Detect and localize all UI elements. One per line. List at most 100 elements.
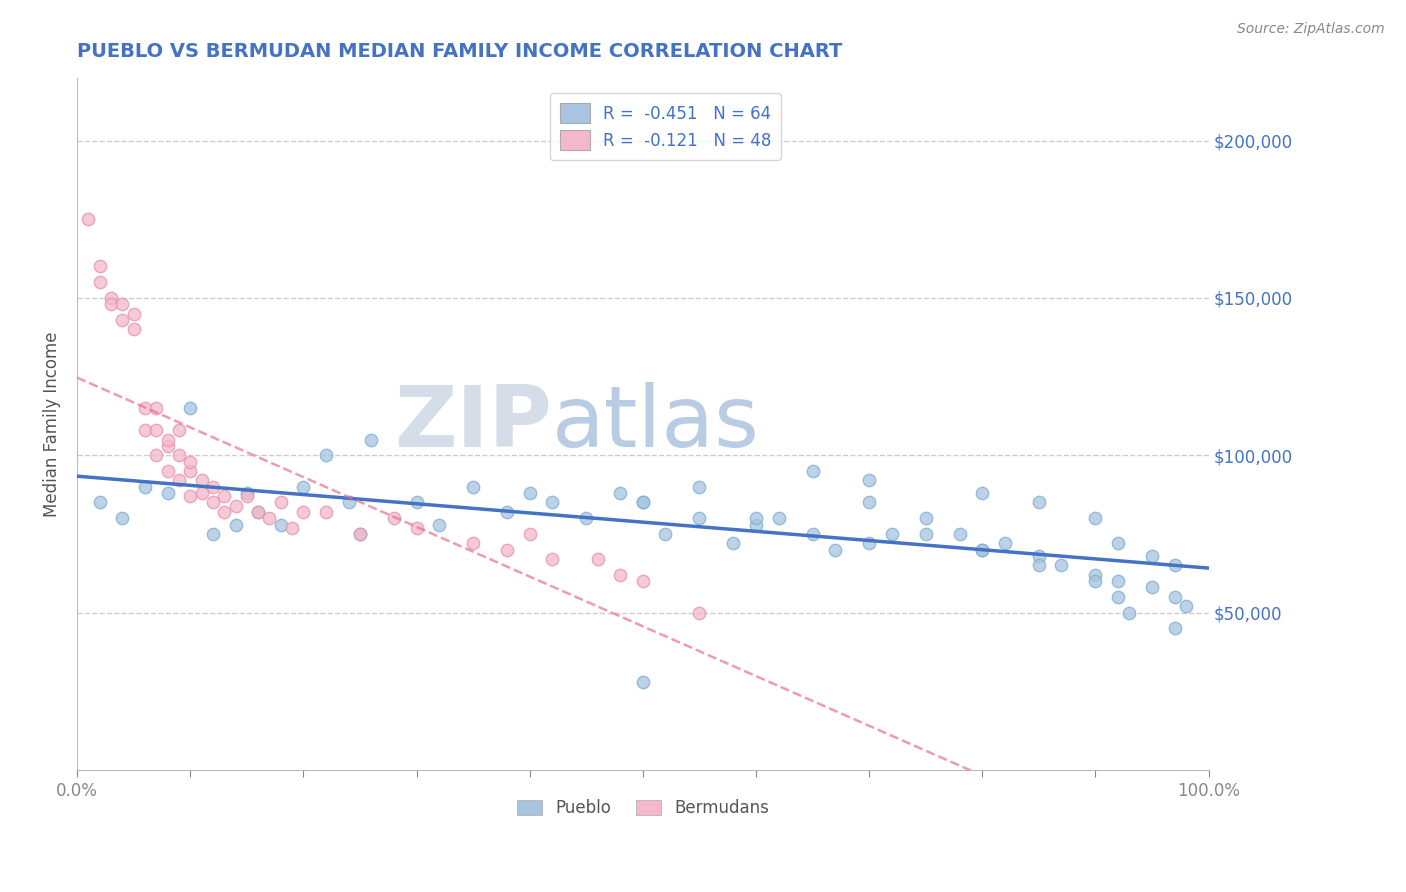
Point	[167, 423, 190, 437]
Point	[270, 517, 292, 532]
Point	[631, 674, 654, 689]
Point	[259, 511, 281, 525]
Point	[1140, 549, 1163, 563]
Point	[224, 499, 246, 513]
Point	[315, 448, 337, 462]
Point	[1050, 558, 1073, 573]
Point	[768, 511, 790, 525]
Point	[427, 517, 450, 532]
Point	[1028, 495, 1050, 509]
Point	[77, 212, 100, 227]
Point	[270, 495, 292, 509]
Point	[405, 521, 427, 535]
Point	[122, 322, 145, 336]
Point	[519, 486, 541, 500]
Point	[1107, 536, 1129, 550]
Point	[1175, 599, 1198, 614]
Point	[575, 511, 598, 525]
Point	[1084, 511, 1107, 525]
Point	[858, 474, 880, 488]
Point	[1140, 581, 1163, 595]
Point	[745, 517, 768, 532]
Point	[586, 552, 609, 566]
Point	[179, 401, 201, 415]
Point	[1107, 574, 1129, 589]
Point	[914, 527, 936, 541]
Point	[201, 495, 224, 509]
Point	[134, 401, 156, 415]
Point	[1118, 606, 1140, 620]
Point	[858, 536, 880, 550]
Point	[496, 542, 519, 557]
Point	[145, 448, 167, 462]
Point	[167, 448, 190, 462]
Point	[156, 439, 179, 453]
Point	[972, 542, 994, 557]
Point	[349, 527, 371, 541]
Point	[111, 511, 134, 525]
Point	[100, 291, 122, 305]
Point	[212, 505, 235, 519]
Point	[247, 505, 270, 519]
Point	[122, 307, 145, 321]
Point	[1163, 621, 1185, 635]
Point	[156, 486, 179, 500]
Point	[949, 527, 972, 541]
Point	[688, 511, 710, 525]
Point	[134, 423, 156, 437]
Point	[360, 433, 382, 447]
Point	[688, 606, 710, 620]
Point	[201, 527, 224, 541]
Point	[654, 527, 676, 541]
Point	[201, 480, 224, 494]
Text: PUEBLO VS BERMUDAN MEDIAN FAMILY INCOME CORRELATION CHART: PUEBLO VS BERMUDAN MEDIAN FAMILY INCOME …	[77, 42, 842, 61]
Point	[156, 464, 179, 478]
Point	[100, 297, 122, 311]
Point	[631, 574, 654, 589]
Point	[236, 489, 259, 503]
Text: ZIP: ZIP	[395, 383, 553, 466]
Point	[111, 313, 134, 327]
Point	[1084, 567, 1107, 582]
Point	[519, 527, 541, 541]
Point	[1028, 549, 1050, 563]
Point	[190, 486, 212, 500]
Point	[541, 552, 564, 566]
Point	[89, 275, 111, 289]
Point	[609, 567, 631, 582]
Text: atlas: atlas	[553, 383, 761, 466]
Point	[247, 505, 270, 519]
Point	[292, 505, 315, 519]
Point	[994, 536, 1017, 550]
Point	[156, 433, 179, 447]
Y-axis label: Median Family Income: Median Family Income	[44, 331, 60, 516]
Point	[89, 260, 111, 274]
Point	[496, 505, 519, 519]
Point	[461, 480, 484, 494]
Point	[1084, 574, 1107, 589]
Point	[382, 511, 405, 525]
Point	[145, 401, 167, 415]
Point	[145, 423, 167, 437]
Point	[801, 464, 824, 478]
Point	[461, 536, 484, 550]
Point	[224, 517, 246, 532]
Point	[337, 495, 360, 509]
Point	[631, 495, 654, 509]
Point	[190, 474, 212, 488]
Point	[914, 511, 936, 525]
Point	[134, 480, 156, 494]
Point	[972, 542, 994, 557]
Point	[281, 521, 304, 535]
Point	[179, 489, 201, 503]
Point	[1163, 590, 1185, 604]
Point	[315, 505, 337, 519]
Point	[349, 527, 371, 541]
Point	[858, 495, 880, 509]
Point	[292, 480, 315, 494]
Point	[111, 297, 134, 311]
Point	[723, 536, 745, 550]
Point	[179, 454, 201, 468]
Point	[1163, 558, 1185, 573]
Point	[801, 527, 824, 541]
